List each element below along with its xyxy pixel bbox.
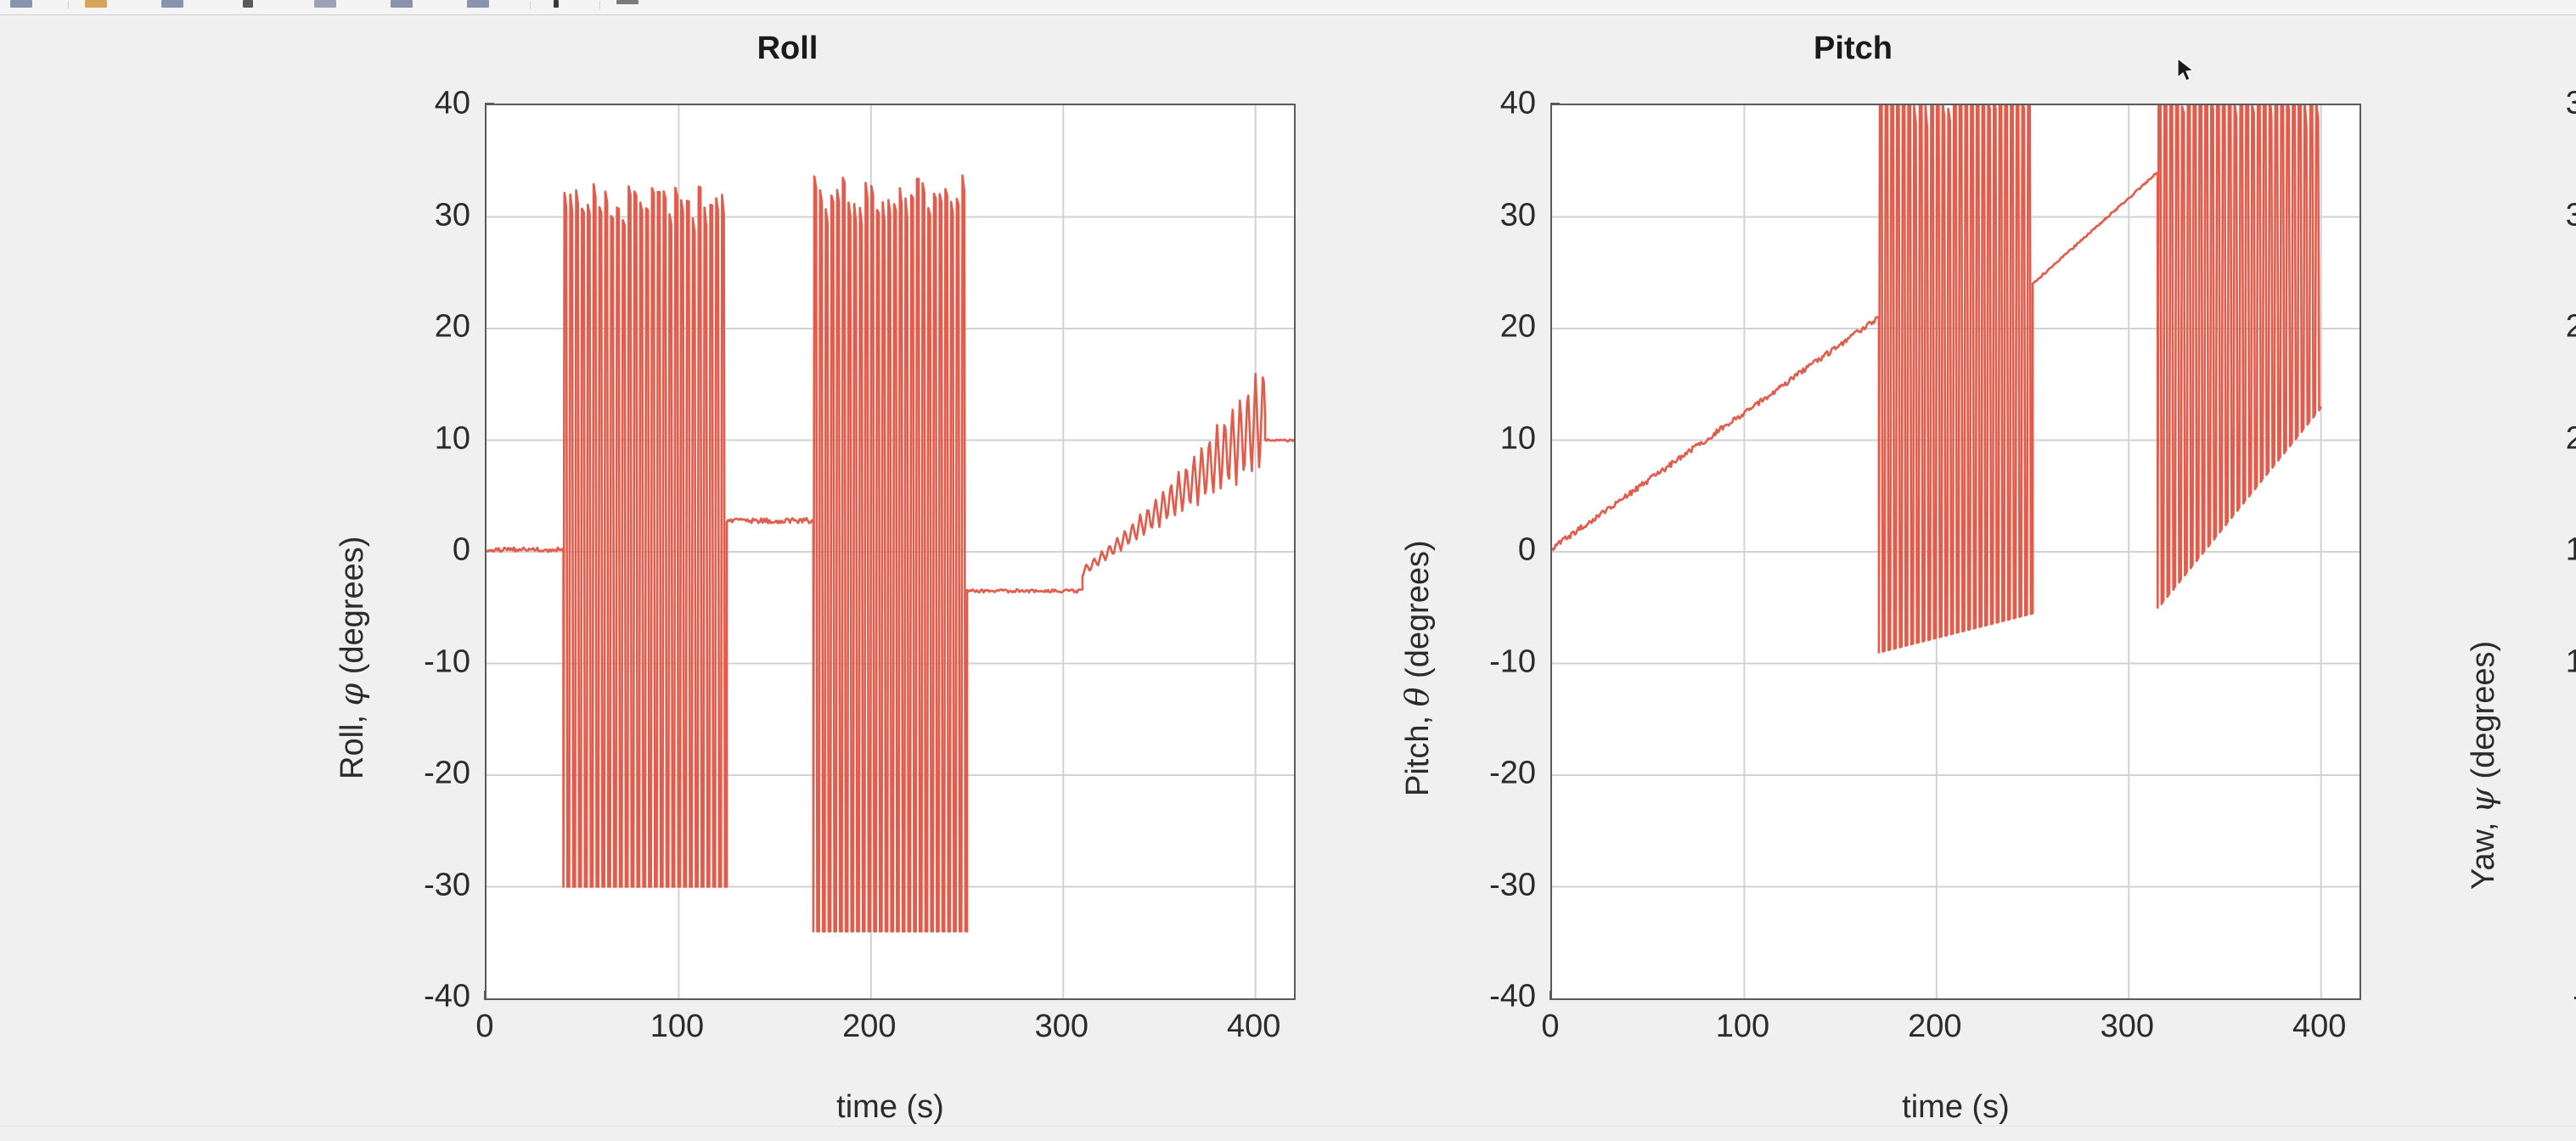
ytick-label: -20 xyxy=(1489,755,1536,791)
ytick-label: -10 xyxy=(424,644,470,679)
xtick-label: 0 xyxy=(1541,1009,1560,1044)
ytick-label: 20 xyxy=(2565,420,2576,456)
chart-title-roll: Roll xyxy=(756,31,818,66)
data-series-roll xyxy=(487,174,1294,933)
xtick-label: 0 xyxy=(475,1009,494,1044)
save-figure-icon[interactable] xyxy=(158,0,187,9)
toolbar-separator-2 xyxy=(599,1,600,9)
new-figure-icon-glyph xyxy=(10,0,32,8)
save-figure-icon-glyph xyxy=(161,0,183,8)
ytick-label: 10 xyxy=(434,420,470,456)
chart-panel-roll: Roll Roll, φ (degrees) time (s) 40 30 20 10… xyxy=(280,15,1358,1126)
data-cursor-icon[interactable] xyxy=(543,0,572,9)
xtick-labels-pitch: 0 100 200 300 400 xyxy=(1346,15,2424,1126)
ytick-label: -30 xyxy=(424,867,470,902)
figure-canvas: Roll Roll, φ (degrees) time (s) 40 30 20 10… xyxy=(0,15,2576,1126)
chart-xlabel-pitch: time (s) xyxy=(1902,1089,2010,1125)
ytick-labels-yaw: 35302520151050-5 xyxy=(2411,15,2576,1126)
xtick-labels-roll: 0 100 200 300 400 xyxy=(280,15,1358,1126)
ytick-label: 40 xyxy=(434,85,470,121)
insert-legend-icon-glyph xyxy=(391,0,413,8)
ytick-label: 30 xyxy=(1499,197,1536,233)
ytick-labels-pitch: 40 30 20 10 0 -10 -20 -30 -40 xyxy=(1346,15,1560,1126)
xtick-label: 300 xyxy=(2100,1009,2154,1044)
link-plot-icon-glyph xyxy=(314,0,336,8)
print-figure-icon[interactable] xyxy=(234,0,263,9)
open-file-icon[interactable] xyxy=(82,0,110,9)
ytick-label: -10 xyxy=(1489,644,1536,679)
open-file-icon-glyph xyxy=(85,0,107,8)
xtick-label: 100 xyxy=(1715,1009,1770,1044)
brush-select-icon[interactable] xyxy=(613,0,642,9)
chart-plot-pitch xyxy=(1552,105,2359,998)
chart-panel-pitch: Pitch Pitch, θ (degrees) time (s) 40 30 20… xyxy=(1346,15,2424,1126)
ytick-label: -5 xyxy=(2410,979,2576,1015)
toolbar-separator-1 xyxy=(530,1,531,9)
toolbar-separator-0 xyxy=(68,1,69,9)
xtick-label: 200 xyxy=(842,1009,897,1044)
ytick-label: -40 xyxy=(1489,978,1536,1015)
figure-toolbar[interactable] xyxy=(0,0,2576,15)
xtick-label: 200 xyxy=(1908,1009,1962,1044)
brush-select-icon-glyph xyxy=(616,0,638,4)
chart-plot-roll xyxy=(487,105,1294,998)
ytick-label: -30 xyxy=(1489,867,1536,902)
ytick-label: 30 xyxy=(2565,197,2576,233)
chart-axes-roll[interactable] xyxy=(485,104,1296,1000)
ytick-label: -20 xyxy=(424,755,470,791)
chart-axes-pitch[interactable] xyxy=(1550,104,2361,1000)
insert-legend-icon[interactable] xyxy=(387,0,416,9)
ytick-label: 10 xyxy=(1499,420,1536,456)
xtick-label: 400 xyxy=(1227,1009,1281,1044)
data-series-pitch xyxy=(1552,105,2322,654)
link-plot-icon[interactable] xyxy=(311,0,340,9)
ytick-label: 20 xyxy=(434,308,470,345)
ytick-label: 25 xyxy=(2565,308,2576,345)
insert-colorbar-icon-glyph xyxy=(467,0,489,8)
data-cursor-icon-glyph xyxy=(554,0,559,8)
ytick-label: -40 xyxy=(424,978,470,1015)
ytick-label: 0 xyxy=(1517,531,1536,568)
new-figure-icon[interactable] xyxy=(7,0,36,9)
window-bottom-edge xyxy=(0,1126,2576,1141)
xtick-label: 400 xyxy=(2292,1009,2347,1044)
ytick-label: 0 xyxy=(452,531,470,568)
ytick-label: 30 xyxy=(434,197,470,233)
ytick-label: 35 xyxy=(2565,85,2576,121)
ytick-label: 40 xyxy=(1499,85,1536,121)
chart-panel-yaw: Yaw Yaw, ψ (degrees) time (s) 3530252015… xyxy=(2411,15,2576,1126)
xtick-label: 100 xyxy=(650,1009,705,1044)
print-figure-icon-glyph xyxy=(243,0,253,8)
chart-title-pitch: Pitch xyxy=(1814,31,1893,66)
ytick-label: 15 xyxy=(2565,531,2576,568)
xtick-label: 300 xyxy=(1034,1009,1088,1044)
chart-xlabel-roll: time (s) xyxy=(836,1089,944,1125)
insert-colorbar-icon[interactable] xyxy=(464,0,492,9)
ytick-label: 10 xyxy=(2565,644,2576,679)
ytick-label: 20 xyxy=(1499,308,1536,345)
